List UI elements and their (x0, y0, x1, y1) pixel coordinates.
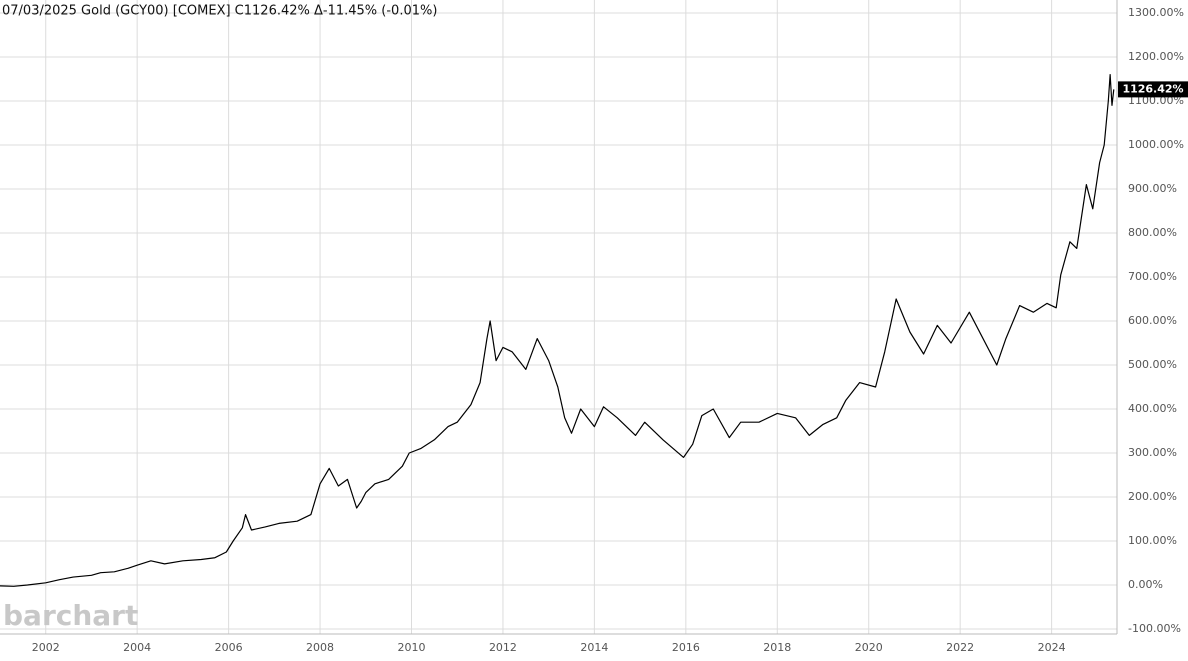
x-tick-label: 2008 (306, 641, 334, 654)
x-tick-label: 2002 (32, 641, 60, 654)
y-tick-label: 500.00% (1128, 358, 1177, 371)
y-tick-label: 100.00% (1128, 534, 1177, 547)
y-tick-label: 0.00% (1128, 578, 1163, 591)
x-tick-label: 2018 (763, 641, 791, 654)
x-tick-label: 2024 (1038, 641, 1066, 654)
x-tick-label: 2010 (398, 641, 426, 654)
x-tick-label: 2004 (123, 641, 151, 654)
y-tick-label: 700.00% (1128, 270, 1177, 283)
x-tick-label: 2016 (672, 641, 700, 654)
x-tick-label: 2014 (580, 641, 608, 654)
chart-title: 07/03/2025 Gold (GCY00) [COMEX] C1126.42… (2, 4, 437, 19)
x-tick-label: 2020 (855, 641, 883, 654)
y-tick-label: 1000.00% (1128, 138, 1184, 151)
y-tick-label: -100.00% (1128, 622, 1181, 635)
x-tick-label: 2006 (215, 641, 243, 654)
y-tick-label: 1200.00% (1128, 50, 1184, 63)
y-tick-label: 400.00% (1128, 402, 1177, 415)
price-line (0, 74, 1115, 587)
current-value-label: 1126.42% (1122, 82, 1183, 95)
y-tick-label: 600.00% (1128, 314, 1177, 327)
current-value-box (1118, 81, 1188, 98)
x-tick-label: 2012 (489, 641, 517, 654)
y-tick-label: 300.00% (1128, 446, 1177, 459)
y-tick-label: 900.00% (1128, 182, 1177, 195)
y-tick-label: 200.00% (1128, 490, 1177, 503)
y-tick-label: 1300.00% (1128, 6, 1184, 19)
y-tick-label: 800.00% (1128, 226, 1177, 239)
x-tick-label: 2022 (946, 641, 974, 654)
watermark: barchart (3, 599, 138, 632)
